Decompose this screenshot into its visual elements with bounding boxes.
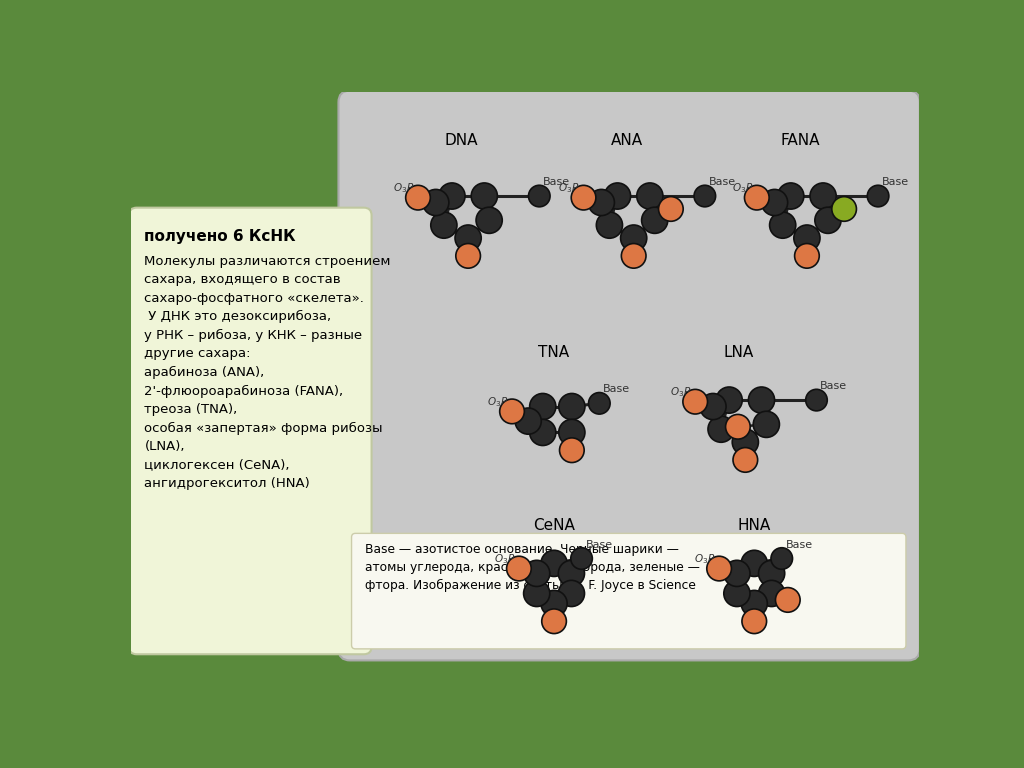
Circle shape: [744, 185, 769, 210]
Circle shape: [588, 190, 614, 216]
Circle shape: [523, 581, 550, 607]
Circle shape: [754, 411, 779, 438]
Circle shape: [806, 389, 827, 411]
Circle shape: [770, 212, 796, 238]
Circle shape: [622, 243, 646, 268]
Text: $O_3P$: $O_3P$: [494, 552, 515, 566]
Circle shape: [699, 393, 726, 419]
Circle shape: [570, 548, 592, 569]
Circle shape: [589, 392, 610, 414]
Text: Base: Base: [820, 381, 848, 391]
Text: Молекулы различаются строением
сахара, входящего в состав
сахаро-фосфатного «ске: Молекулы различаются строением сахара, в…: [144, 255, 391, 490]
Circle shape: [559, 438, 584, 462]
Circle shape: [455, 225, 481, 251]
Text: $O_3P$: $O_3P$: [670, 386, 691, 399]
Text: Base: Base: [882, 177, 909, 187]
Circle shape: [732, 429, 759, 455]
Circle shape: [759, 561, 784, 587]
Circle shape: [831, 197, 856, 221]
Text: ANA: ANA: [611, 133, 643, 148]
Circle shape: [406, 185, 430, 210]
Circle shape: [558, 561, 585, 587]
Circle shape: [604, 183, 631, 209]
Circle shape: [815, 207, 841, 233]
Text: $O_3P$: $O_3P$: [558, 181, 580, 195]
Circle shape: [423, 190, 449, 216]
Circle shape: [500, 399, 524, 424]
Circle shape: [559, 419, 585, 445]
Text: Base: Base: [603, 385, 631, 395]
Circle shape: [431, 212, 457, 238]
Circle shape: [642, 207, 668, 233]
Circle shape: [571, 185, 596, 210]
Circle shape: [771, 548, 793, 569]
Circle shape: [749, 387, 774, 413]
Circle shape: [541, 591, 567, 617]
Circle shape: [456, 243, 480, 268]
Circle shape: [759, 581, 784, 607]
Circle shape: [529, 393, 556, 419]
Circle shape: [777, 183, 804, 209]
Circle shape: [439, 183, 465, 209]
Circle shape: [471, 183, 498, 209]
Text: TNA: TNA: [539, 345, 569, 360]
Text: $O_3P$: $O_3P$: [393, 181, 414, 195]
Circle shape: [515, 408, 542, 434]
Circle shape: [810, 183, 837, 209]
FancyBboxPatch shape: [129, 207, 372, 654]
Circle shape: [683, 389, 708, 414]
Circle shape: [707, 556, 731, 581]
Circle shape: [694, 185, 716, 207]
Circle shape: [507, 556, 531, 581]
Circle shape: [476, 207, 502, 233]
Circle shape: [558, 581, 585, 607]
FancyBboxPatch shape: [351, 533, 906, 649]
Circle shape: [528, 185, 550, 207]
Text: $O_3P$: $O_3P$: [694, 552, 715, 566]
Text: FANA: FANA: [780, 133, 820, 148]
FancyBboxPatch shape: [339, 91, 920, 660]
Circle shape: [658, 197, 683, 221]
Circle shape: [529, 419, 556, 445]
Text: Base: Base: [709, 177, 736, 187]
Circle shape: [762, 190, 787, 216]
Circle shape: [867, 185, 889, 207]
Text: DNA: DNA: [444, 133, 478, 148]
Circle shape: [726, 415, 751, 439]
Circle shape: [724, 581, 750, 607]
Text: HNA: HNA: [737, 518, 771, 533]
Circle shape: [542, 609, 566, 634]
Circle shape: [596, 212, 623, 238]
Text: CeNA: CeNA: [534, 518, 575, 533]
Circle shape: [541, 551, 567, 577]
Circle shape: [724, 561, 750, 587]
Text: $O_3P$: $O_3P$: [486, 396, 508, 409]
Text: Base: Base: [785, 540, 813, 550]
Text: LNA: LNA: [724, 345, 754, 360]
Circle shape: [795, 243, 819, 268]
Text: Base: Base: [586, 540, 612, 550]
Circle shape: [708, 416, 734, 442]
Circle shape: [741, 551, 767, 577]
Circle shape: [637, 183, 663, 209]
Text: $O_3P$: $O_3P$: [731, 181, 753, 195]
Text: Base — азотистое основание. Черные шарики —
атомы углерода, красные — кислорода,: Base — азотистое основание. Черные шарик…: [366, 544, 700, 591]
Circle shape: [775, 588, 800, 612]
Text: получено 6 КсНК: получено 6 КсНК: [144, 229, 296, 244]
Circle shape: [741, 591, 767, 617]
Circle shape: [742, 609, 767, 634]
Circle shape: [716, 387, 742, 413]
Circle shape: [559, 393, 585, 419]
Circle shape: [621, 225, 647, 251]
Text: Base: Base: [543, 177, 570, 187]
Circle shape: [523, 561, 550, 587]
Circle shape: [733, 448, 758, 472]
Circle shape: [794, 225, 820, 251]
